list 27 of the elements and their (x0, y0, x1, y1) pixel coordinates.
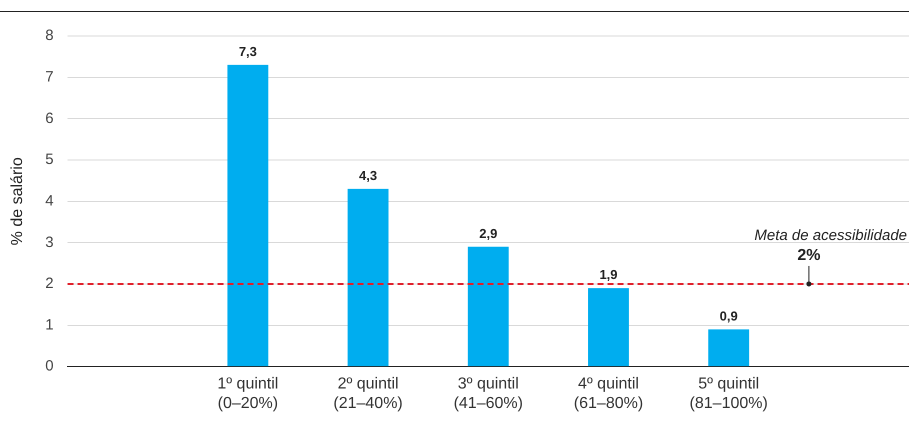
bar (227, 64, 268, 366)
data-label: 1,9 (599, 267, 618, 282)
ref-line-label: Meta de acessibilidade (754, 226, 907, 244)
x-tick-label: 3º quintil (41–60%) (454, 376, 523, 412)
y-tick-label: 6 (45, 110, 54, 127)
x-tick-label: 4º quintil (61–80%) (574, 376, 644, 412)
y-tick-label: 3 (45, 234, 54, 251)
x-tick-label: 1º quintil (0–20%) (217, 376, 278, 412)
y-tick-label: 7 (45, 68, 54, 86)
y-tick-label: 2 (45, 275, 54, 292)
data-label: 0,9 (720, 308, 738, 324)
bar (468, 246, 509, 366)
y-tick-label: 4 (45, 192, 54, 210)
y-tick-label: 8 (45, 27, 54, 44)
data-label: 2,9 (479, 226, 498, 241)
y-tick-label: 0 (45, 358, 54, 375)
y-axis-title: % de salário (9, 157, 26, 246)
annotation: 2% (797, 246, 820, 264)
y-tick-label: 1 (45, 316, 54, 334)
bar (708, 329, 750, 366)
bar (588, 288, 629, 366)
bar (348, 188, 388, 366)
x-tick-label: 5º quintil (81–100%) (690, 376, 768, 412)
y-tick-label: 5 (45, 151, 54, 168)
data-label: 4,3 (359, 168, 378, 183)
data-label: 7,3 (238, 44, 257, 60)
x-tick-label: 2º quintil (21–40%) (333, 376, 403, 412)
